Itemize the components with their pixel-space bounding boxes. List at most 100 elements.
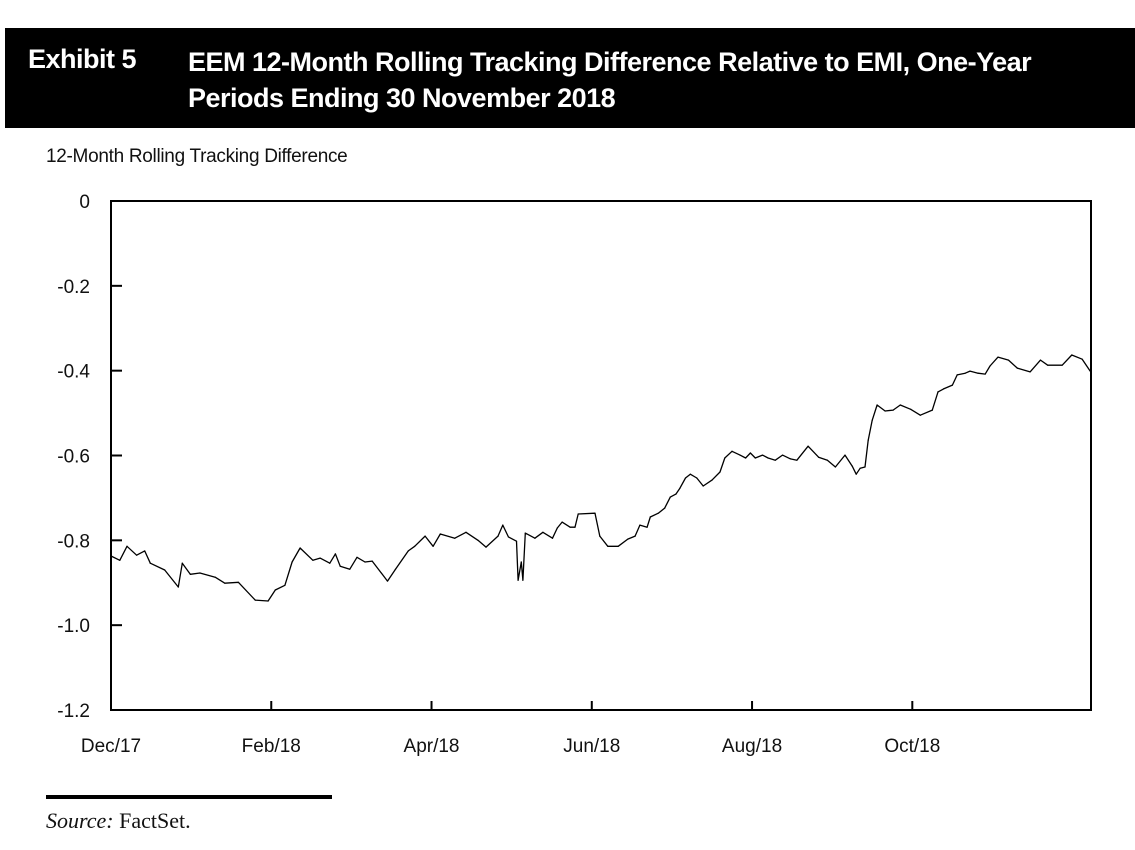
data-point: [254, 599, 256, 601]
source-note: Source: FactSet.: [46, 808, 191, 834]
data-point: [284, 584, 286, 586]
data-point: [767, 457, 769, 459]
data-point: [719, 471, 721, 473]
data-point: [224, 582, 226, 584]
x-tick-label: Apr/18: [404, 736, 460, 757]
data-point: [477, 539, 479, 541]
data-point: [942, 388, 945, 390]
y-tick-label: -0.6: [57, 447, 90, 468]
data-point: [876, 404, 878, 406]
data-point: [497, 535, 499, 537]
data-point: [1047, 364, 1049, 366]
data-point: [299, 547, 301, 549]
data-point: [617, 545, 619, 547]
data-point: [465, 531, 467, 533]
data-point: [1029, 371, 1031, 373]
data-point: [781, 454, 784, 456]
data-point: [319, 557, 321, 559]
data-point: [1016, 367, 1018, 369]
data-point: [189, 573, 191, 575]
data-point: [774, 459, 776, 461]
data-point: [164, 569, 166, 571]
data-point: [689, 473, 691, 475]
x-axis: Dec/17 Feb/18 Apr/18 Jun/18 Aug/18 Oct/18: [81, 701, 940, 757]
data-point: [349, 568, 351, 570]
data-point: [424, 535, 426, 537]
data-point: [577, 513, 579, 515]
x-tick-label: Oct/18: [884, 736, 940, 757]
data-point: [964, 372, 966, 374]
data-point: [569, 526, 571, 528]
data-point: [454, 537, 456, 539]
data-point: [607, 545, 609, 547]
data-point: [817, 456, 820, 458]
y-axis: 0 -0.2 -0.4 -0.6 -0.8 -1.0 -1.2: [57, 192, 122, 722]
data-point: [675, 493, 677, 495]
x-tick-label: Dec/17: [81, 736, 141, 757]
data-point: [542, 531, 544, 533]
data-point: [594, 512, 596, 514]
data-point: [1061, 364, 1063, 366]
data-point: [834, 466, 836, 468]
data-point: [956, 374, 958, 376]
data-point: [439, 533, 441, 535]
data-point: [329, 562, 331, 564]
data-point: [664, 507, 666, 509]
source-text: FactSet.: [119, 808, 191, 833]
data-point: [684, 477, 687, 479]
x-tick-label: Feb/18: [242, 736, 301, 757]
data-point: [199, 572, 201, 574]
data-point: [407, 550, 409, 552]
data-point: [749, 452, 752, 454]
y-tick-label: -0.2: [57, 277, 90, 298]
data-point: [502, 524, 504, 526]
data-point: [364, 561, 366, 563]
data-point: [724, 457, 726, 459]
data-point: [696, 477, 698, 479]
data-point: [520, 561, 522, 563]
data-point: [919, 414, 921, 416]
data-point: [977, 372, 979, 374]
data-point: [599, 535, 601, 537]
data-point: [1081, 358, 1083, 360]
data-point: [745, 457, 747, 459]
data-point: [669, 496, 671, 498]
data-point: [394, 568, 397, 570]
data-point: [414, 545, 416, 547]
data-point: [634, 535, 636, 537]
data-point: [931, 409, 933, 411]
data-point: [534, 537, 536, 539]
y-axis-title: 12-Month Rolling Tracking Difference: [46, 146, 348, 167]
y-tick-label: -1.0: [57, 616, 90, 637]
data-point: [789, 458, 792, 460]
data-point: [702, 485, 704, 487]
y-tick-label: -0.8: [57, 531, 90, 552]
data-point: [339, 565, 341, 567]
data-point: [711, 479, 713, 481]
data-point: [754, 457, 756, 459]
data-point: [136, 554, 138, 556]
x-tick-label: Jun/18: [563, 736, 620, 757]
y-tick-label: -1.2: [57, 701, 90, 722]
data-points: [110, 354, 1091, 602]
data-point: [731, 450, 733, 452]
data-point: [969, 370, 971, 372]
data-point: [871, 419, 873, 421]
y-tick-label: 0: [79, 192, 90, 213]
data-point: [884, 410, 886, 412]
x-tick-label: Aug/18: [722, 736, 782, 757]
data-point: [149, 562, 151, 564]
data-point: [892, 409, 894, 411]
data-point: [649, 516, 651, 518]
data-point: [646, 526, 648, 528]
data-point: [796, 459, 798, 461]
data-point: [1071, 354, 1073, 356]
data-point: [237, 581, 240, 583]
data-point: [627, 538, 629, 540]
data-point: [110, 555, 112, 557]
exhibit-header: Exhibit 5 EEM 12-Month Rolling Tracking …: [5, 28, 1135, 128]
data-point: [517, 579, 519, 581]
data-point: [984, 373, 986, 375]
data-point: [899, 404, 901, 406]
